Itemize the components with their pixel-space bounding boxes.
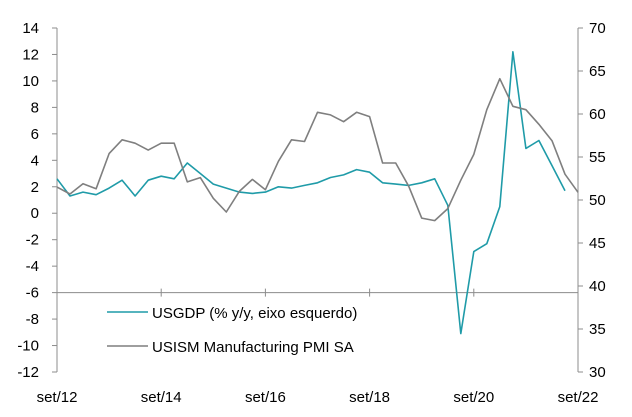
right-axis-ticks: 70 65 60 55 50 45 40 35 30 bbox=[578, 20, 606, 381]
right-tick-label: 30 bbox=[589, 364, 606, 381]
left-tick-label: 14 bbox=[22, 20, 39, 37]
right-tick-label: 55 bbox=[589, 149, 606, 166]
left-tick-label: -8 bbox=[26, 311, 39, 328]
left-tick-label: 2 bbox=[31, 179, 39, 196]
left-tick-label: 10 bbox=[22, 73, 39, 90]
left-tick-label: -2 bbox=[26, 232, 39, 249]
legend: USGDP (% y/y, eixo esquerdo) USISM Manuf… bbox=[107, 305, 357, 356]
left-tick-label: 0 bbox=[31, 205, 39, 222]
series-group bbox=[56, 50, 579, 335]
x-tick-label: set/22 bbox=[558, 389, 599, 406]
x-tick-label: set/12 bbox=[37, 389, 78, 406]
x-axis-ticks: set/12 set/14 set/16 set/18 set/20 set/22 bbox=[37, 288, 599, 406]
right-tick-label: 45 bbox=[589, 235, 606, 252]
series-line-gdp bbox=[56, 50, 566, 335]
right-tick-label: 50 bbox=[589, 192, 606, 209]
right-tick-label: 35 bbox=[589, 321, 606, 338]
series-line-ism bbox=[56, 77, 579, 222]
left-axis-ticks: 14 12 10 8 6 4 2 0 -2 -4 -6 -8 -10 -12 bbox=[17, 20, 57, 381]
left-tick-label: -10 bbox=[17, 338, 39, 355]
left-tick-label: 12 bbox=[22, 46, 39, 63]
right-tick-label: 70 bbox=[589, 20, 606, 37]
left-tick-label: -6 bbox=[26, 285, 39, 302]
left-tick-label: -12 bbox=[17, 364, 39, 381]
x-tick-label: set/20 bbox=[453, 389, 494, 406]
left-tick-label: -4 bbox=[26, 258, 39, 275]
right-tick-label: 60 bbox=[589, 106, 606, 123]
legend-label-ism: USISM Manufacturing PMI SA bbox=[152, 339, 354, 356]
left-tick-label: 8 bbox=[31, 99, 39, 116]
right-tick-label: 40 bbox=[589, 278, 606, 295]
left-tick-label: 4 bbox=[31, 152, 39, 169]
legend-label-gdp: USGDP (% y/y, eixo esquerdo) bbox=[152, 305, 357, 322]
x-tick-label: set/16 bbox=[245, 389, 286, 406]
left-tick-label: 6 bbox=[31, 126, 39, 143]
x-tick-label: set/18 bbox=[349, 389, 390, 406]
right-tick-label: 65 bbox=[589, 63, 606, 80]
x-tick-label: set/14 bbox=[141, 389, 182, 406]
